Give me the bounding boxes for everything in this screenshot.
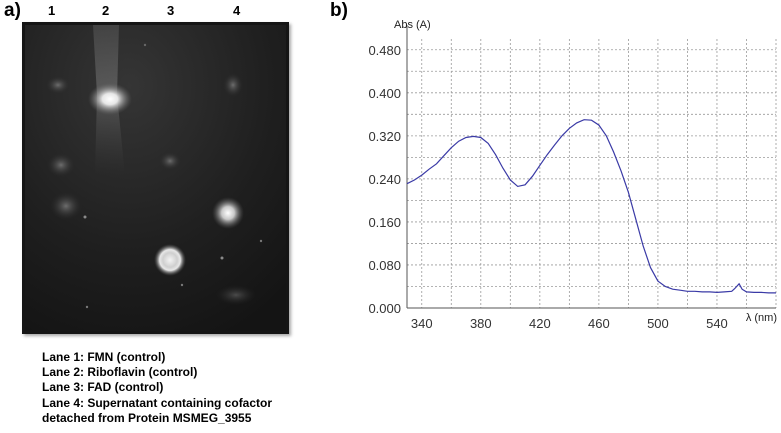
y-tick-label: 0.480 xyxy=(368,43,401,58)
tlc-plate-image xyxy=(22,22,289,334)
legend-line-2: Lane 2: Riboflavin (control) xyxy=(42,365,198,380)
x-tick-label: 460 xyxy=(588,316,610,331)
legend-line-4: Lane 4: Supernatant containing cofactor xyxy=(42,395,273,410)
x-tick-label: 420 xyxy=(529,316,551,331)
lane-number-4: 4 xyxy=(233,3,241,18)
x-tick-label: 340 xyxy=(411,316,433,331)
absorbance-spectrum-chart: 0.000 0.080 0.160 0.240 0.320 0.400 0.480 340 38… xyxy=(368,19,777,331)
x-tick-label: 380 xyxy=(470,316,492,331)
lane1-spot-upper xyxy=(47,153,75,177)
lane4-faint-spot xyxy=(223,73,243,97)
y-tick-label: 0.000 xyxy=(368,301,401,316)
y-tick-label: 0.080 xyxy=(368,258,401,273)
legend-line-1: Lane 1: FMN (control) xyxy=(42,350,166,364)
y-axis-label: Abs (A) xyxy=(394,19,431,31)
plate-background xyxy=(25,25,286,331)
speckle xyxy=(143,43,147,47)
lane3-fad-spot xyxy=(154,244,186,276)
lane-number-3: 3 xyxy=(167,3,175,18)
panel-a-label: a) xyxy=(4,0,21,21)
speckle xyxy=(85,305,89,309)
y-tick-label: 0.240 xyxy=(368,172,401,187)
lane-legend: Lane 1: FMN (control) Lane 2: Riboflavin… xyxy=(42,350,272,426)
legend-line-3: Lane 3: FAD (control) xyxy=(42,380,164,395)
legend-line-5: detached from Protein MSMEG_3955 xyxy=(42,410,252,425)
lane4-cofactor-spot xyxy=(212,197,244,229)
x-axis-label: λ (nm) xyxy=(746,312,777,324)
speckle xyxy=(220,256,224,260)
tlc-fluorescence-image xyxy=(25,25,286,331)
y-tick-label: 0.400 xyxy=(368,86,401,101)
y-tick-label: 0.160 xyxy=(368,215,401,230)
lane1-spot-fmn xyxy=(50,192,82,220)
panel-b-label: b) xyxy=(330,0,348,21)
absorbance-series-line xyxy=(406,119,776,294)
x-tick-label: 500 xyxy=(647,316,669,331)
lane-number-2: 2 xyxy=(102,3,110,18)
lane1-faint-spot xyxy=(46,76,70,94)
lane-number-1: 1 xyxy=(48,3,56,18)
speckle xyxy=(83,215,87,219)
y-tick-label: 0.320 xyxy=(368,129,401,144)
lane3-faint-spot xyxy=(159,152,181,170)
speckle xyxy=(180,283,184,287)
lane2-riboflavin-spot xyxy=(88,83,132,115)
lane4-smear xyxy=(216,285,256,305)
speckle xyxy=(259,239,263,243)
x-tick-label: 540 xyxy=(706,316,728,331)
